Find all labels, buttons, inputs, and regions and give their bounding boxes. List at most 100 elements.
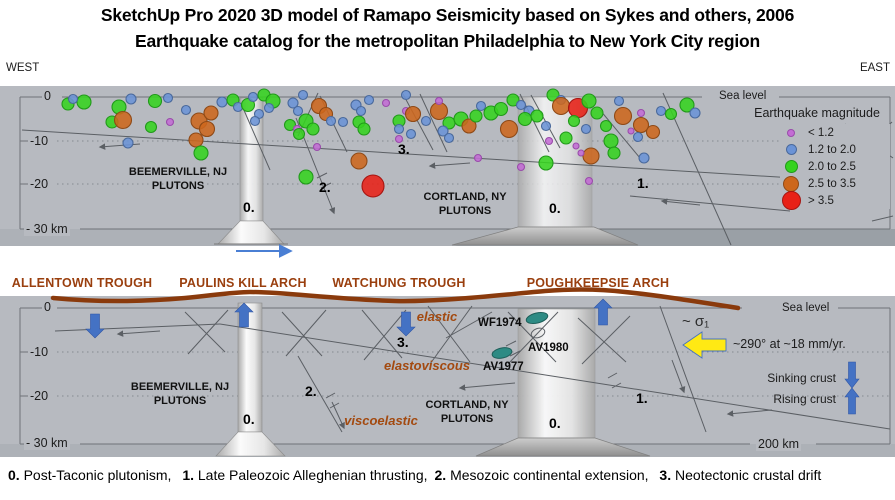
poughkeepsie-arch-label: POUGHKEEPSIE ARCH xyxy=(526,276,670,290)
earthquake-bubble xyxy=(655,105,667,117)
stress-direction-arrow xyxy=(682,331,727,359)
bottom-depth-30: - 30 km xyxy=(24,436,70,450)
earthquake-bubble xyxy=(292,105,304,117)
rising-crust-label: Rising crust xyxy=(773,392,836,406)
sinking-crust-label: Sinking crust xyxy=(767,371,836,385)
earthquake-bubble xyxy=(632,131,644,143)
earthquake-bubble xyxy=(404,105,422,123)
legend-item: 1.2 to 2.0 xyxy=(780,141,890,158)
earthquake-bubble xyxy=(689,107,701,119)
earthquake-bubble xyxy=(636,108,646,118)
bottom-number-2: 2. xyxy=(305,383,317,399)
earthquake-bubble xyxy=(603,133,619,149)
legend-magnitude-dot xyxy=(781,191,801,210)
earthquake-bubble xyxy=(147,93,163,109)
top-number-1: 1. xyxy=(637,175,649,191)
earthquake-bubble xyxy=(144,120,158,134)
bottom-panel-faults xyxy=(54,305,891,433)
bottom-number-0-beemerville: 0. xyxy=(243,411,255,427)
earthquake-bubble xyxy=(516,162,526,172)
legend-item-label: 2.0 to 2.5 xyxy=(808,160,856,173)
sigma1-label: ~ σ₁ xyxy=(682,313,710,330)
earthquake-bubble xyxy=(559,131,573,145)
earthquake-bubble xyxy=(607,146,621,160)
earthquake-bubble xyxy=(125,93,137,105)
pluton-event-ellipses xyxy=(491,311,549,359)
paulins-kill-arch-label: PAULINS KILL ARCH xyxy=(179,276,307,290)
caption-text: Post-Taconic plutonism, xyxy=(19,467,176,483)
earthquake-bubble xyxy=(429,101,449,121)
earthquake-bubble xyxy=(599,119,613,133)
earthquake-bubble xyxy=(577,149,585,157)
earthquake-bubble xyxy=(538,155,554,171)
legend-item-label: > 3.5 xyxy=(808,194,834,207)
event-av1977-label: AV1977 xyxy=(483,361,524,373)
legend-item-label: 1.2 to 2.0 xyxy=(808,143,856,156)
earthquake-bubble xyxy=(287,97,299,109)
earthquake-bubble xyxy=(506,93,520,107)
legend-magnitude-dot xyxy=(785,144,797,155)
earthquake-bubble xyxy=(632,116,650,134)
legend-item: 2.0 to 2.5 xyxy=(780,158,890,175)
earthquake-bubble xyxy=(515,99,527,111)
top-depth-20: -20 xyxy=(28,177,51,191)
earthquake-bubble xyxy=(203,105,219,121)
earthquake-bubble xyxy=(394,134,404,144)
earthquake-bubble xyxy=(350,152,368,170)
earthquake-bubble xyxy=(645,124,661,140)
scale-200km-label: 200 km xyxy=(756,437,801,451)
earthquake-bubble xyxy=(582,147,600,165)
earthquake-bubble xyxy=(306,122,320,136)
earthquake-bubble xyxy=(122,137,134,149)
earthquake-bubble xyxy=(473,153,483,163)
earthquake-bubble xyxy=(461,118,477,134)
legend-magnitude-dot xyxy=(787,128,795,137)
caption-text: Mesozoic continental extension, xyxy=(446,467,653,483)
event-av1980-label: AV1980 xyxy=(528,342,569,354)
top-depth-10: -10 xyxy=(28,134,51,148)
bottom-cross-section-panel xyxy=(0,296,895,457)
caption-number: 0. xyxy=(8,467,20,483)
bottom-panel-axes xyxy=(19,307,891,445)
caption-text: Neotectonic crustal drift xyxy=(671,467,822,483)
bottom-beemerville-plutons-label: BEEMERVILLE, NJ PLUTONS xyxy=(130,381,230,407)
bottom-number-3: 3. xyxy=(397,334,409,350)
earthquake-bubble xyxy=(544,136,554,146)
caption-number: 1. xyxy=(182,467,194,483)
bottom-cortland-plutons-label: CORTLAND, NY PLUTONS xyxy=(425,399,509,425)
earthquake-bubble xyxy=(530,109,544,123)
earthquake-bubble xyxy=(405,128,417,140)
bottom-depth-20: -20 xyxy=(28,389,51,403)
earthquake-bubble xyxy=(247,91,259,103)
earthquake-bubble xyxy=(551,96,571,116)
uplift-subsidence-arrows xyxy=(85,298,860,415)
top-sea-level-label: Sea level xyxy=(716,90,770,102)
earthquake-bubble xyxy=(400,89,412,101)
earthquake-bubble xyxy=(298,169,314,185)
east-label: EAST xyxy=(859,62,890,74)
earthquake-bubble xyxy=(165,117,175,127)
top-depth-30: - 30 km xyxy=(24,222,70,236)
bottom-sea-level-label: Sea level xyxy=(779,302,833,314)
earthquake-bubble xyxy=(67,93,79,105)
legend-item: < 1.2 xyxy=(780,124,890,141)
bottom-depth-10: -10 xyxy=(28,345,51,359)
legend-magnitude-dot xyxy=(784,160,798,173)
legend-item: 2.5 to 3.5 xyxy=(780,175,890,192)
earthquake-bubbles xyxy=(61,88,701,198)
earthquake-bubble xyxy=(517,111,533,127)
earthquake-bubble xyxy=(572,142,580,150)
earthquake-bubble xyxy=(216,96,228,108)
bottom-panel-plutons xyxy=(215,302,651,457)
legend-items: < 1.2 1.2 to 2.0 2.0 to 2.5 2.5 to 3.5 > 3.5 xyxy=(744,124,890,210)
earthquake-bubble xyxy=(381,98,391,108)
plate-motion-rate-label: ~290° at ~18 mm/yr. xyxy=(733,337,846,351)
earthquake-bubble xyxy=(443,132,455,144)
watchung-trough-label: WATCHUNG TROUGH xyxy=(332,276,466,290)
earthquake-bubble xyxy=(493,101,509,117)
earthquake-bubble xyxy=(198,120,216,138)
figure-title-line1: SketchUp Pro 2020 3D model of Ramapo Sei… xyxy=(100,5,795,25)
earthquake-bubble xyxy=(193,145,209,161)
earthquake-bubble xyxy=(475,100,487,112)
